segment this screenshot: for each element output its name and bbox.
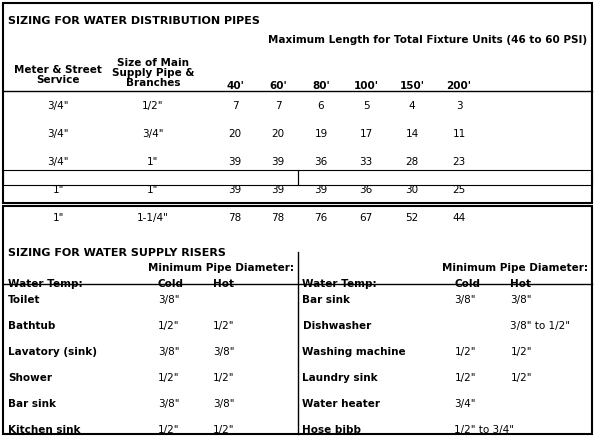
Text: Water Temp:: Water Temp:	[302, 279, 377, 289]
Text: 39: 39	[271, 157, 284, 167]
Text: 1/2": 1/2"	[213, 373, 234, 383]
Text: 1": 1"	[148, 157, 159, 167]
Text: Minimum Pipe Diameter:: Minimum Pipe Diameter:	[148, 263, 293, 273]
Text: Washing machine: Washing machine	[302, 347, 406, 357]
Text: 30: 30	[405, 185, 418, 195]
Text: 1/2": 1/2"	[158, 321, 180, 331]
Text: 1/2": 1/2"	[455, 373, 476, 383]
Text: Service: Service	[36, 75, 80, 85]
Text: 4: 4	[409, 101, 415, 111]
Text: 76: 76	[314, 213, 328, 223]
Text: 78: 78	[228, 213, 242, 223]
Text: 20: 20	[228, 129, 242, 139]
Text: 1/2": 1/2"	[455, 347, 476, 357]
Text: 1": 1"	[52, 213, 64, 223]
Text: SIZING FOR WATER SUPPLY RISERS: SIZING FOR WATER SUPPLY RISERS	[8, 248, 226, 258]
Text: 39: 39	[228, 185, 242, 195]
Text: 3/4": 3/4"	[47, 101, 69, 111]
Text: 1/2": 1/2"	[511, 373, 532, 383]
Text: Branches: Branches	[126, 78, 180, 88]
Text: 28: 28	[405, 157, 419, 167]
Text: Kitchen sink: Kitchen sink	[8, 425, 80, 435]
Text: 3/4": 3/4"	[47, 157, 69, 167]
Text: 7: 7	[275, 101, 281, 111]
Text: SIZING FOR WATER DISTRIBUTION PIPES: SIZING FOR WATER DISTRIBUTION PIPES	[8, 16, 260, 26]
Text: 11: 11	[452, 129, 466, 139]
Text: 39: 39	[228, 157, 242, 167]
Bar	[298, 170, 592, 185]
Text: 1-1/4": 1-1/4"	[137, 213, 169, 223]
Text: 39: 39	[314, 185, 328, 195]
Text: 3/8": 3/8"	[213, 347, 234, 357]
Text: Lavatory (sink): Lavatory (sink)	[8, 347, 97, 357]
Text: 100': 100'	[353, 81, 378, 91]
Text: Shower: Shower	[8, 373, 52, 383]
Text: Meter & Street: Meter & Street	[14, 65, 102, 75]
Text: 3/8": 3/8"	[213, 399, 234, 409]
Text: 1/2": 1/2"	[142, 101, 164, 111]
Text: 3/4": 3/4"	[455, 399, 476, 409]
Bar	[3, 3, 592, 203]
Text: Supply Pipe &: Supply Pipe &	[112, 68, 194, 78]
Text: 19: 19	[314, 129, 328, 139]
Text: 7: 7	[231, 101, 239, 111]
Text: Cold: Cold	[455, 279, 481, 289]
Text: 33: 33	[359, 157, 372, 167]
Text: Toilet: Toilet	[8, 295, 40, 305]
Text: 14: 14	[405, 129, 419, 139]
Bar	[3, 170, 298, 185]
Text: 1/2": 1/2"	[511, 347, 532, 357]
Text: 3: 3	[456, 101, 462, 111]
Text: 1": 1"	[52, 185, 64, 195]
Text: 60': 60'	[269, 81, 287, 91]
Text: Bar sink: Bar sink	[302, 295, 350, 305]
Text: 1/2" to 3/4": 1/2" to 3/4"	[455, 425, 515, 435]
Text: 17: 17	[359, 129, 372, 139]
Text: 1/2": 1/2"	[158, 425, 180, 435]
Text: 3/8" to 1/2": 3/8" to 1/2"	[511, 321, 571, 331]
Text: 3/8": 3/8"	[511, 295, 532, 305]
Text: 1": 1"	[148, 185, 159, 195]
Text: Minimum Pipe Diameter:: Minimum Pipe Diameter:	[442, 263, 588, 273]
Text: Size of Main: Size of Main	[117, 58, 189, 68]
Text: 40': 40'	[226, 81, 244, 91]
Text: Hot: Hot	[213, 279, 234, 289]
Text: 3/8": 3/8"	[158, 295, 180, 305]
Text: 67: 67	[359, 213, 372, 223]
Text: Dishwasher: Dishwasher	[302, 321, 371, 331]
Text: 6: 6	[318, 101, 324, 111]
Text: 23: 23	[452, 157, 466, 167]
Text: 39: 39	[271, 185, 284, 195]
Text: 3/8": 3/8"	[455, 295, 476, 305]
Text: Bathtub: Bathtub	[8, 321, 55, 331]
Text: 150': 150'	[399, 81, 424, 91]
Text: 3/8": 3/8"	[158, 399, 180, 409]
Text: Maximum Length for Total Fixture Units (46 to 60 PSI): Maximum Length for Total Fixture Units (…	[268, 35, 587, 45]
Text: 80': 80'	[312, 81, 330, 91]
Text: 3/4": 3/4"	[47, 129, 69, 139]
Text: Hot: Hot	[511, 279, 531, 289]
Text: 20: 20	[271, 129, 284, 139]
Text: 1/2": 1/2"	[213, 321, 234, 331]
Text: 52: 52	[405, 213, 419, 223]
Text: Water Temp:: Water Temp:	[8, 279, 83, 289]
Text: Laundry sink: Laundry sink	[302, 373, 378, 383]
Text: 36: 36	[314, 157, 328, 167]
Text: 200': 200'	[446, 81, 471, 91]
Text: 44: 44	[452, 213, 466, 223]
Text: 1/2": 1/2"	[213, 425, 234, 435]
Text: 3/8": 3/8"	[158, 347, 180, 357]
Text: 5: 5	[363, 101, 369, 111]
Text: 25: 25	[452, 185, 466, 195]
Text: 36: 36	[359, 185, 372, 195]
Text: Bar sink: Bar sink	[8, 399, 56, 409]
Text: 1/2": 1/2"	[158, 373, 180, 383]
Text: Water heater: Water heater	[302, 399, 380, 409]
Text: Cold: Cold	[158, 279, 184, 289]
Text: 78: 78	[271, 213, 284, 223]
Text: 3/4": 3/4"	[142, 129, 164, 139]
Text: Hose bibb: Hose bibb	[302, 425, 362, 435]
Bar	[3, 206, 592, 434]
